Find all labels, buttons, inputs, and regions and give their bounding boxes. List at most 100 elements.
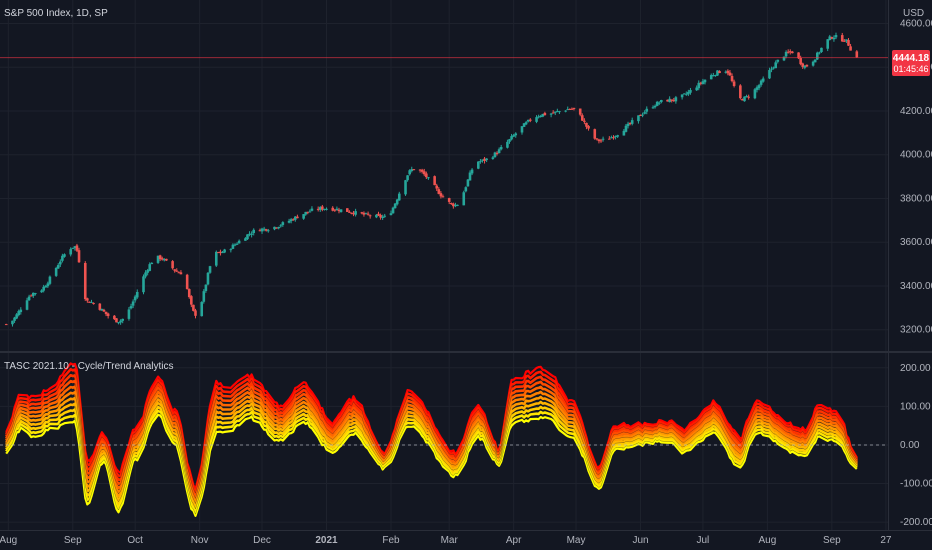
candle-body [803, 65, 807, 68]
candle-body [34, 293, 37, 295]
candle-body [849, 46, 852, 51]
candle-body [564, 110, 567, 112]
candle [77, 247, 81, 263]
candle [441, 194, 445, 198]
candle [832, 35, 836, 42]
candle [522, 122, 526, 127]
candle [208, 265, 212, 274]
candle [237, 239, 241, 244]
price-y-tick: 3200.00 [900, 325, 932, 336]
candle [395, 198, 399, 206]
candle [803, 65, 807, 70]
candle-body [69, 249, 73, 255]
candle-body [761, 78, 765, 82]
candle-body [115, 318, 118, 323]
candle [233, 243, 237, 247]
candle [281, 221, 285, 227]
candle-body [477, 161, 480, 169]
candle-body [437, 189, 441, 194]
candle-body [121, 318, 124, 321]
candle [202, 289, 206, 304]
candle [206, 272, 210, 286]
candle-body [485, 158, 488, 161]
candle-body [699, 82, 703, 84]
candle-body [383, 215, 387, 217]
candle [260, 227, 264, 234]
candle-body [165, 258, 168, 261]
candle-body [772, 67, 775, 69]
candle [529, 118, 532, 123]
candle-body [526, 119, 530, 122]
candle-body [818, 52, 821, 54]
candle [786, 49, 790, 54]
candle-body [732, 81, 736, 86]
candle-body [805, 64, 809, 67]
candle [119, 319, 122, 325]
cycle-band-separator [5, 371, 858, 494]
candle-body [339, 209, 343, 213]
candle-body [624, 125, 628, 132]
candle [587, 125, 590, 131]
candle-body [83, 262, 87, 300]
candle-body [687, 91, 690, 95]
candle-body [100, 308, 104, 311]
candle [820, 47, 823, 53]
candle [556, 108, 559, 113]
price-y-tick: 3400.00 [900, 281, 932, 292]
candle [354, 208, 357, 217]
candle [252, 228, 256, 236]
candle [88, 301, 91, 303]
candle [660, 99, 663, 104]
candle [628, 122, 632, 126]
candle [570, 107, 574, 110]
candle [412, 168, 416, 171]
candle [580, 113, 584, 121]
candle [477, 161, 480, 170]
candle-body [318, 207, 322, 210]
candle [121, 318, 124, 324]
candle-body [703, 79, 707, 83]
candle [495, 151, 499, 156]
candle [156, 255, 160, 264]
candle-body [539, 115, 543, 117]
candle-body [246, 234, 249, 240]
price-y-tick: 3800.00 [900, 193, 932, 204]
candle [493, 151, 497, 158]
candle [479, 159, 482, 164]
candle-body [397, 193, 401, 201]
candle-body [248, 233, 251, 235]
candle-body [695, 87, 698, 91]
candle-body [425, 173, 428, 178]
candle-body [718, 71, 721, 74]
candle-body [452, 203, 455, 207]
candle [360, 211, 364, 215]
candle-body [410, 169, 414, 172]
candle-body [520, 126, 524, 133]
candle [776, 59, 780, 64]
candle [59, 259, 62, 268]
indicator-y-tick: -200.00 [900, 517, 932, 528]
candle [788, 49, 792, 55]
candle-body [593, 129, 597, 139]
candle [732, 79, 736, 88]
candle [106, 312, 110, 319]
candle [645, 106, 649, 115]
candle [630, 117, 634, 126]
candle [757, 83, 761, 91]
candle [135, 289, 139, 299]
candle-body [221, 252, 224, 254]
price-y-tick: 4000.00 [900, 150, 932, 161]
candle [333, 209, 337, 212]
candle-body [674, 97, 678, 102]
candle-body [13, 317, 16, 321]
candle-body [614, 136, 617, 138]
candlestick-series [4, 32, 859, 327]
candle-body [830, 37, 834, 39]
candle-body [177, 272, 181, 274]
candle-body [258, 230, 262, 232]
x-tick-label: Sep [64, 535, 82, 546]
candle [160, 256, 164, 261]
candle [456, 204, 459, 207]
candle-body [364, 213, 368, 215]
